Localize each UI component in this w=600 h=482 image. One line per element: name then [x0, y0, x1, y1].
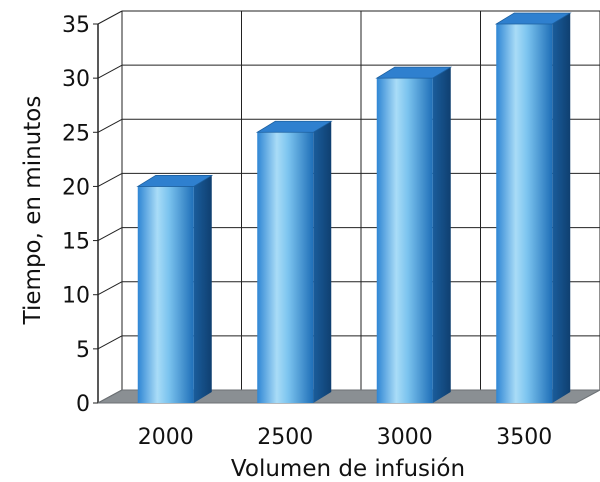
bar-2500: [255, 120, 333, 404]
bar-2000: [136, 175, 214, 403]
bar-side-3000: [432, 67, 451, 404]
gridline-side-10: [97, 281, 123, 296]
x-tick-label-2000: 2000: [138, 425, 194, 450]
gridline-side-30: [97, 64, 123, 79]
bar-side-2500: [313, 121, 332, 404]
y-tick-label-30: 30: [62, 67, 90, 92]
y-tick-label-15: 15: [62, 230, 90, 255]
y-axis-ticks: 0 5 10 15 20 25 30 35: [62, 13, 98, 417]
bar-front-3000: [376, 78, 433, 404]
gridline-side-15: [97, 227, 123, 242]
y-tick-label-10: 10: [62, 284, 90, 309]
bar-top-2500: [255, 120, 333, 133]
y-tick-label-20: 20: [62, 175, 90, 200]
y-tick-label-35: 35: [62, 13, 90, 38]
bar-front-2500: [257, 132, 314, 404]
y-tick-label-0: 0: [76, 392, 90, 417]
bar-top-3500: [494, 12, 572, 25]
y-axis-title: Tiempo, en minutos: [20, 96, 46, 326]
bars: [136, 12, 572, 404]
bar-front-2000: [137, 186, 194, 403]
gridline-side-35: [97, 10, 123, 25]
x-axis-title: Volumen de infusión: [231, 456, 465, 482]
bar-top-3000: [375, 66, 453, 79]
x-axis-ticks: 2000 2500 3000 3500: [138, 425, 553, 450]
bar-side-2000: [193, 175, 212, 403]
x-tick-label-3000: 3000: [377, 425, 433, 450]
y-tick-label-25: 25: [62, 121, 90, 146]
x-tick-label-2500: 2500: [257, 425, 313, 450]
bar-top-2000: [136, 175, 214, 187]
bar-side-3500: [552, 13, 571, 403]
gridline-side-5: [97, 335, 123, 350]
bar-3500: [494, 12, 572, 403]
x-tick-label-3500: 3500: [496, 425, 552, 450]
bar-3000: [375, 66, 453, 404]
bar-front-3500: [496, 24, 553, 403]
gridline-side-25: [97, 118, 123, 133]
gridline-side-20: [97, 172, 123, 187]
y-tick-label-5: 5: [76, 338, 90, 363]
